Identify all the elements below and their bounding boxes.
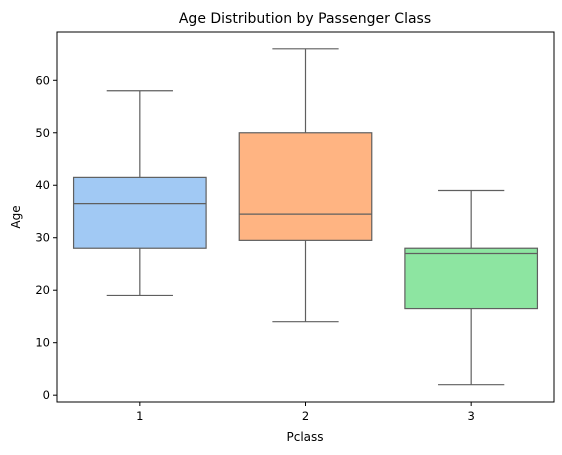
box-iqr [72,176,207,249]
y-axis: 0 10 20 30 40 50 60 [35,73,57,402]
x-tick-label: 3 [468,409,475,423]
x-axis: 1 2 3 [136,402,475,423]
x-tick-label: 1 [136,409,143,423]
y-tick-label: 20 [35,283,50,297]
y-tick-label: 30 [35,231,50,245]
box-iqr [238,132,373,241]
box-class-3 [404,189,539,386]
y-tick-label: 10 [35,336,50,350]
chart-title: Age Distribution by Passenger Class [179,11,431,27]
box-iqr [404,247,539,310]
x-axis-label: Pclass [286,430,323,444]
box-class-2 [238,48,373,323]
y-tick-label: 60 [35,73,50,87]
y-tick-label: 0 [43,388,50,402]
y-axis-label: Age [9,205,23,228]
box-class-1 [72,90,207,297]
y-tick-label: 50 [35,126,50,140]
y-tick-label: 40 [35,178,50,192]
boxes-group [72,48,539,386]
x-tick-label: 2 [302,409,309,423]
